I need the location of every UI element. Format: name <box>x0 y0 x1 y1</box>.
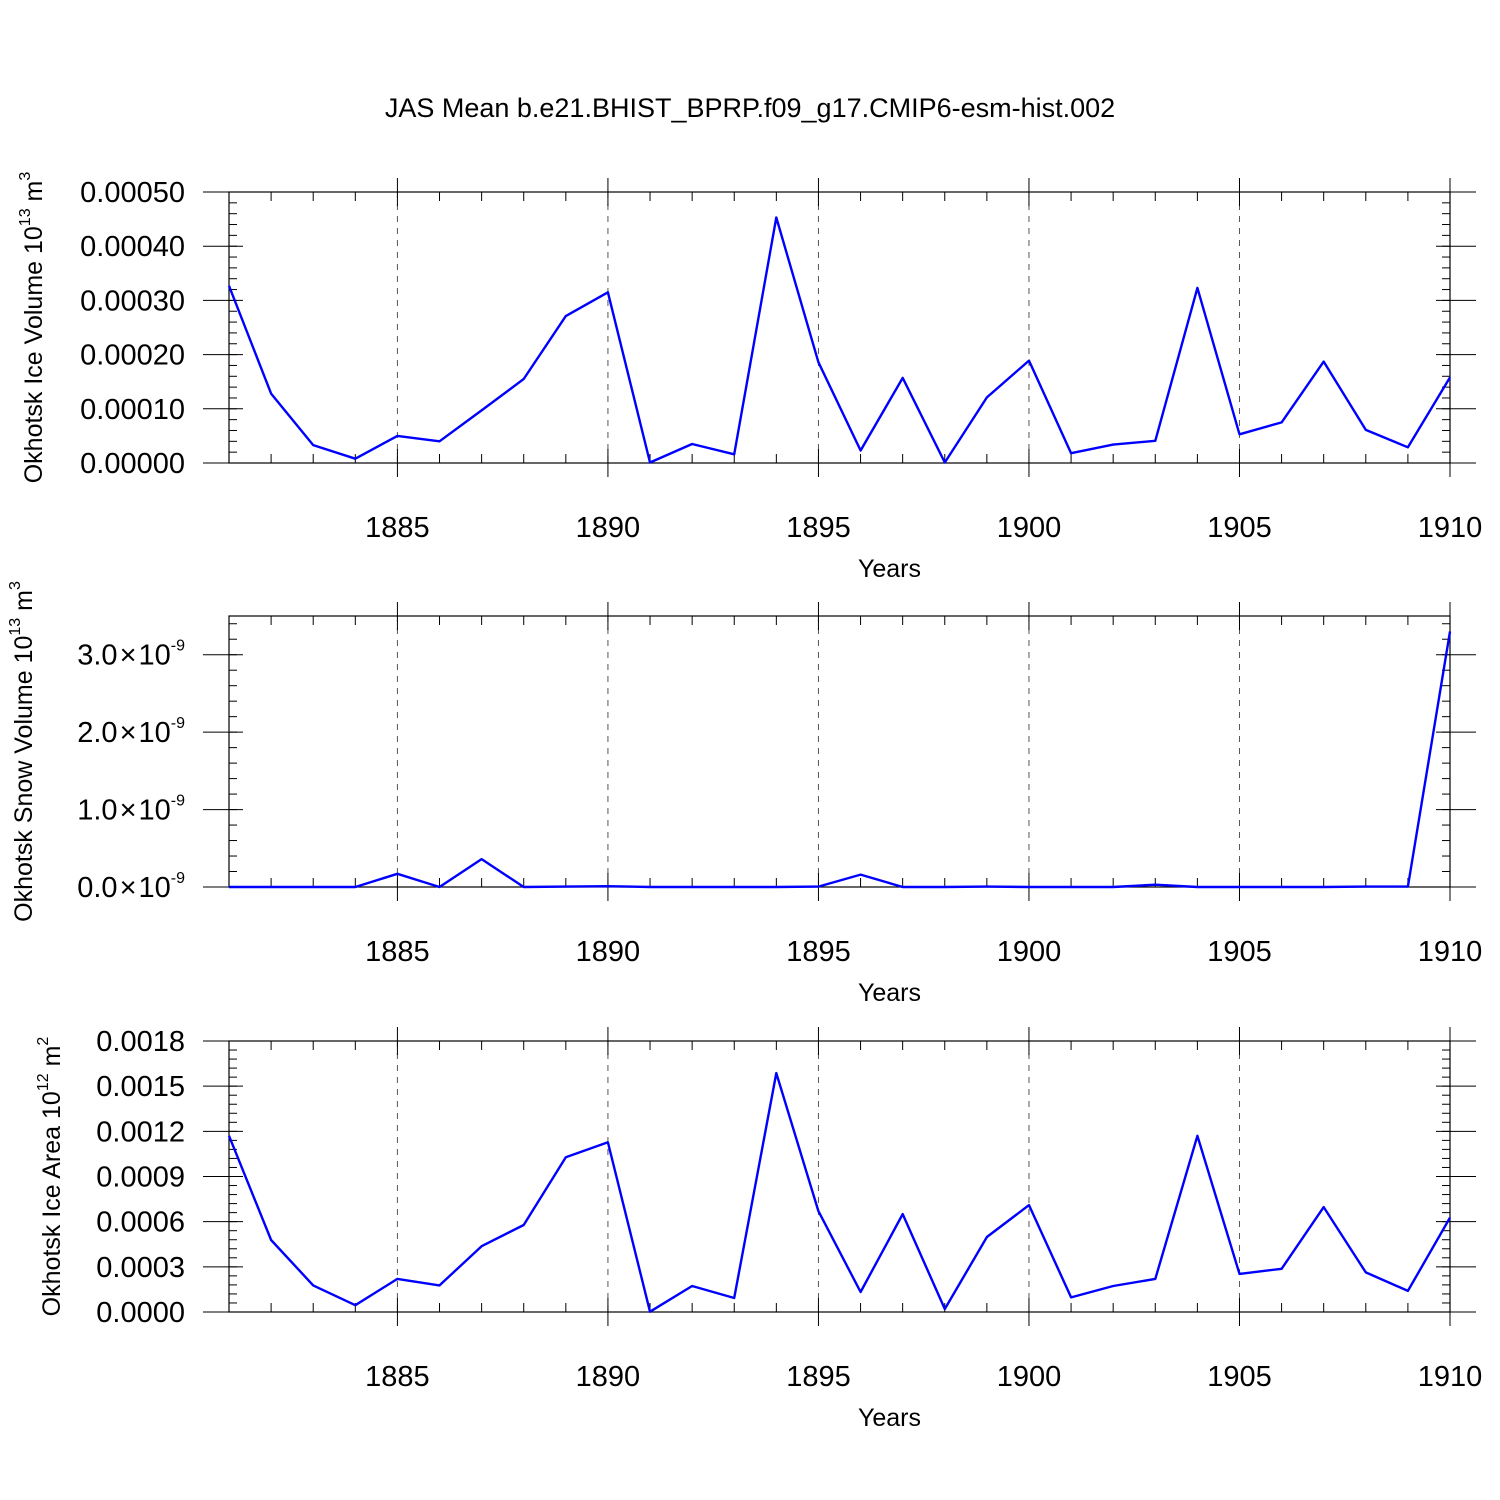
x-tick-label: 1900 <box>997 1361 1062 1393</box>
y-tick-exponent: -9 <box>171 638 185 655</box>
y-tick-label: 0.00000 <box>80 448 185 480</box>
y-tick-mantissa: 3.0 <box>77 640 117 672</box>
y-tick-label: 3.0×10-9 <box>77 638 185 672</box>
y-tick-exponent: -9 <box>171 715 185 732</box>
y-tick-label: 0.0012 <box>96 1116 185 1148</box>
chart-panel-ice-volume: 1885 1890 1895 1900 1905 1910 Years 0.00000 0.00… <box>17 172 1482 583</box>
y-tick-label: 0.0×10-9 <box>77 870 185 904</box>
y-tick-label: 0.00050 <box>80 177 185 209</box>
x-axis-label: Years <box>858 979 921 1007</box>
chart-panel-ice-area: 1885 1890 1895 1900 1905 1910 Years 0.0000 0.000… <box>35 1026 1482 1432</box>
x-tick-label: 1910 <box>1418 936 1483 968</box>
y-tick-exponent: -9 <box>171 793 185 810</box>
series-line-ice-area <box>227 1071 1452 1313</box>
x-tick-label: 1905 <box>1207 1361 1272 1393</box>
y-label-unit-exp: 13 <box>7 618 24 636</box>
x-tick-label: 1905 <box>1207 936 1272 968</box>
figure-title: JAS Mean b.e21.BHIST_BPRP.f09_g17.CMIP6-… <box>385 93 1115 123</box>
y-label-unit-power: 3 <box>17 172 34 181</box>
y-label-unit-exp: 13 <box>17 208 34 226</box>
y-tick-label: 0.0006 <box>96 1207 185 1239</box>
y-tick-label: 0.0009 <box>96 1162 185 1194</box>
x-tick-label: 1885 <box>365 936 430 968</box>
x-tick-label: 1900 <box>997 936 1062 968</box>
y-tick-mantissa: 2.0 <box>77 717 117 749</box>
x-tick-label: 1885 <box>365 512 430 544</box>
x-tick-label: 1890 <box>576 512 641 544</box>
y-tick-base: 10 <box>139 717 171 749</box>
y-label-unit: m <box>10 590 38 618</box>
x-tick-label: 1900 <box>997 512 1062 544</box>
y-tick-base: 10 <box>139 872 171 904</box>
y-label-unit: m <box>38 1046 66 1074</box>
series-line-ice-volume <box>227 216 1452 464</box>
y-label-unit-power: 2 <box>35 1037 52 1046</box>
y-tick-label: 1.0×10-9 <box>77 793 185 827</box>
y-tick-label: 0.00010 <box>80 394 185 426</box>
y-tick-base: 10 <box>139 640 171 672</box>
y-label-unit-base: 10 <box>20 226 48 254</box>
y-tick-label: 0.0015 <box>96 1071 185 1103</box>
x-tick-label: 1895 <box>786 1361 851 1393</box>
y-tick-label: 0.0003 <box>96 1252 185 1284</box>
y-tick-label: 0.00020 <box>80 340 185 372</box>
series-line-snow-volume <box>229 631 1452 889</box>
x-tick-label: 1885 <box>365 1361 430 1393</box>
x-tick-label: 1895 <box>786 936 851 968</box>
y-tick-label: 0.00030 <box>80 285 185 317</box>
y-tick-times: × <box>120 872 137 904</box>
y-tick-label: 0.00040 <box>80 231 185 263</box>
y-label-unit-power: 3 <box>7 581 24 590</box>
x-axis-label: Years <box>858 1404 921 1432</box>
chart-panel-snow-volume: 1885 1890 1895 1900 1905 1910Years0.0×10-91.0… <box>7 581 1482 1007</box>
y-tick-exponent: -9 <box>171 870 185 887</box>
y-label-name: Okhotsk Ice Area <box>38 1119 66 1316</box>
y-tick-base: 10 <box>139 795 171 827</box>
y-axis-label: Okhotsk Snow Volume 1013 m3 <box>7 581 38 922</box>
x-tick-label: 1910 <box>1418 512 1483 544</box>
y-axis-label: Okhotsk Ice Area 1012 m2 <box>35 1037 66 1317</box>
y-label-unit-exp: 12 <box>35 1073 52 1091</box>
x-tick-label: 1910 <box>1418 1361 1483 1393</box>
y-tick-label: 2.0×10-9 <box>77 715 185 749</box>
y-label-name: Okhotsk Snow Volume <box>10 663 38 921</box>
y-tick-times: × <box>120 640 137 672</box>
y-label-unit-base: 10 <box>38 1091 66 1119</box>
plot-frame <box>228 615 1451 888</box>
y-label-name: Okhotsk Ice Volume <box>20 254 48 483</box>
x-tick-label: 1890 <box>576 1361 641 1393</box>
y-tick-label: 0.0018 <box>96 1026 185 1058</box>
x-tick-label: 1890 <box>576 936 641 968</box>
x-tick-label: 1905 <box>1207 512 1272 544</box>
chart-panels: 1885 1890 1895 1900 1905 1910Years0.000000.00… <box>7 172 1482 1432</box>
x-tick-label: 1895 <box>786 512 851 544</box>
y-tick-times: × <box>120 795 137 827</box>
y-tick-mantissa: 1.0 <box>77 795 117 827</box>
plot-frame <box>228 191 1451 464</box>
y-axis-label: Okhotsk Ice Volume 1013 m3 <box>17 172 48 484</box>
x-axis-label: Years <box>858 555 921 583</box>
y-tick-mantissa: 0.0 <box>77 872 117 904</box>
y-label-unit: m <box>20 181 48 209</box>
y-label-unit-base: 10 <box>10 636 38 664</box>
y-tick-label: 0.0000 <box>96 1297 185 1329</box>
y-tick-times: × <box>120 717 137 749</box>
